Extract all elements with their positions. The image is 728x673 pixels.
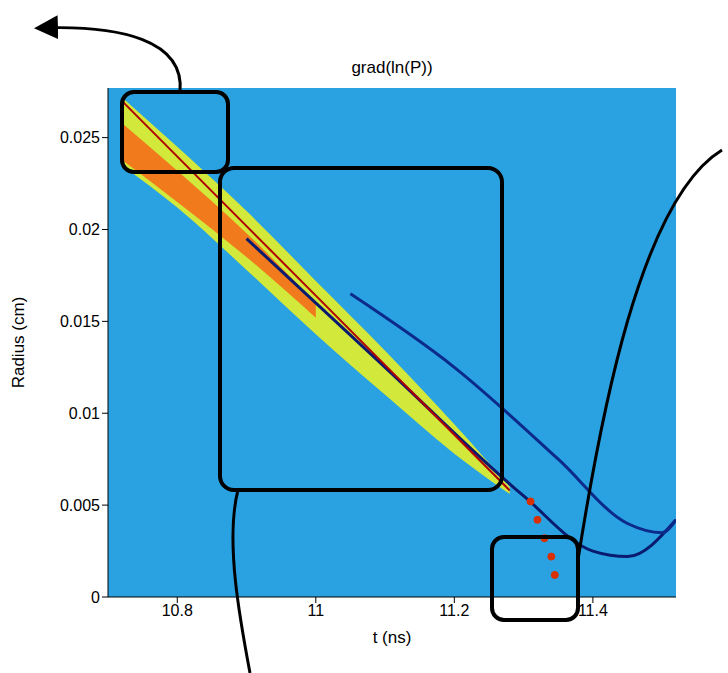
svg-text:Radius (cm): Radius (cm): [9, 297, 28, 389]
svg-text:11.4: 11.4: [578, 602, 608, 619]
svg-text:11.2: 11.2: [439, 602, 469, 619]
html-text:grad(ln(P)): grad(ln(P)): [351, 58, 433, 77]
svg-text:0.02: 0.02: [69, 221, 100, 238]
svg-text:0.025: 0.025: [60, 129, 100, 146]
svg-text:t (ns): t (ns): [373, 628, 412, 647]
svg-text:0.015: 0.015: [60, 313, 100, 330]
svg-text:0: 0: [91, 589, 100, 606]
svg-text:10.8: 10.8: [162, 602, 193, 619]
svg-text:11: 11: [308, 602, 325, 619]
svg-text:0.005: 0.005: [60, 497, 100, 514]
svg-text:0.01: 0.01: [69, 405, 100, 422]
